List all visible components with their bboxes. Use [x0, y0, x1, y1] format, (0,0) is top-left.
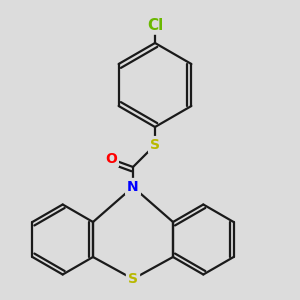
Text: S: S	[150, 138, 160, 152]
Text: S: S	[128, 272, 138, 286]
Text: Cl: Cl	[147, 17, 163, 32]
Text: N: N	[127, 180, 139, 194]
Text: N: N	[127, 180, 139, 194]
Text: O: O	[105, 152, 117, 166]
Text: S: S	[128, 272, 138, 286]
